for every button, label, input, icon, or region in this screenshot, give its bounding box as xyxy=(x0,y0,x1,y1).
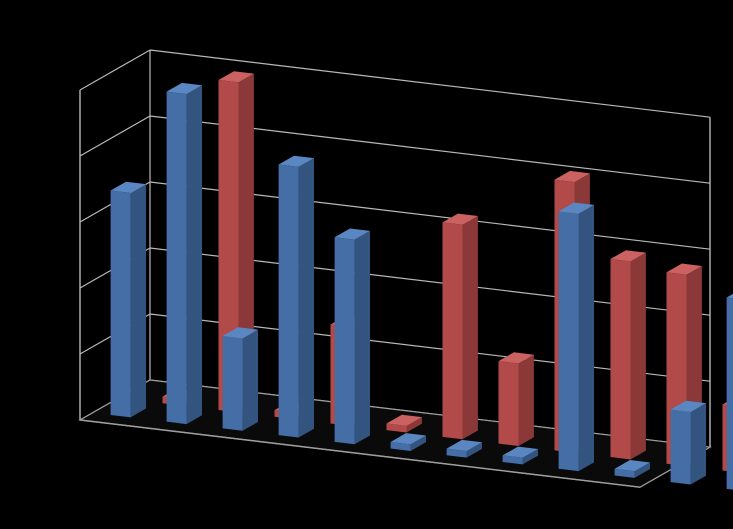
bar-blue-0 xyxy=(111,182,146,418)
bar-blue-1 xyxy=(167,83,202,424)
bar-red-5 xyxy=(443,214,478,440)
bar-blue-10 xyxy=(671,401,706,485)
bar-blue-4 xyxy=(335,228,370,444)
bar-blue-2 xyxy=(223,327,258,431)
bar-blue-8 xyxy=(559,203,594,472)
bar-red-8 xyxy=(611,250,646,459)
bar-blue-3 xyxy=(279,156,314,438)
bar-chart-3d xyxy=(0,0,733,529)
bar-red-6 xyxy=(499,352,534,446)
bar-blue-11 xyxy=(727,289,733,492)
